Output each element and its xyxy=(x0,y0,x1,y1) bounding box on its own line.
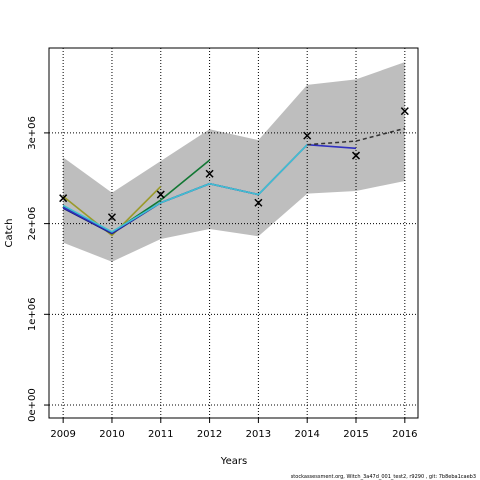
observation-stroke xyxy=(351,151,361,160)
x-axis-label: Years xyxy=(220,456,247,467)
x-tick-label: 2011 xyxy=(148,429,173,440)
observation-stroke xyxy=(59,194,68,203)
observation xyxy=(107,213,116,222)
series-line xyxy=(62,144,308,233)
observation xyxy=(205,169,214,178)
observation-stroke xyxy=(156,190,165,199)
series-line xyxy=(307,127,406,146)
observation xyxy=(400,107,409,116)
footnote: stockassessment.org, Witch_3a47d_001_tes… xyxy=(291,474,476,480)
x-tick-label: 2016 xyxy=(392,429,417,440)
observation xyxy=(59,194,68,203)
observation xyxy=(156,190,165,199)
observation-stroke xyxy=(205,169,214,178)
observation-stroke xyxy=(303,131,312,140)
observation-stroke xyxy=(254,198,263,207)
x-tick-label: 2009 xyxy=(50,429,75,440)
observation-stroke xyxy=(107,213,116,222)
observation xyxy=(351,151,361,160)
x-tick-label: 2014 xyxy=(294,429,319,440)
y-axis-label: Catch xyxy=(4,219,15,248)
x-tick-label: 2013 xyxy=(246,429,271,440)
y-tick-label: 3e+06 xyxy=(27,116,38,150)
plot-frame xyxy=(48,47,419,419)
observation xyxy=(254,198,263,207)
series-line xyxy=(62,185,162,237)
observation xyxy=(303,131,312,140)
confidence-band xyxy=(63,62,405,262)
y-tick-label: 0e+00 xyxy=(27,388,38,422)
x-tick-label: 2012 xyxy=(197,429,222,440)
observation-stroke xyxy=(400,107,409,116)
y-tick-label: 2e+06 xyxy=(27,207,38,241)
x-tick-label: 2010 xyxy=(99,429,124,440)
x-tick-label: 2015 xyxy=(343,429,368,440)
y-tick-label: 1e+06 xyxy=(27,298,38,332)
